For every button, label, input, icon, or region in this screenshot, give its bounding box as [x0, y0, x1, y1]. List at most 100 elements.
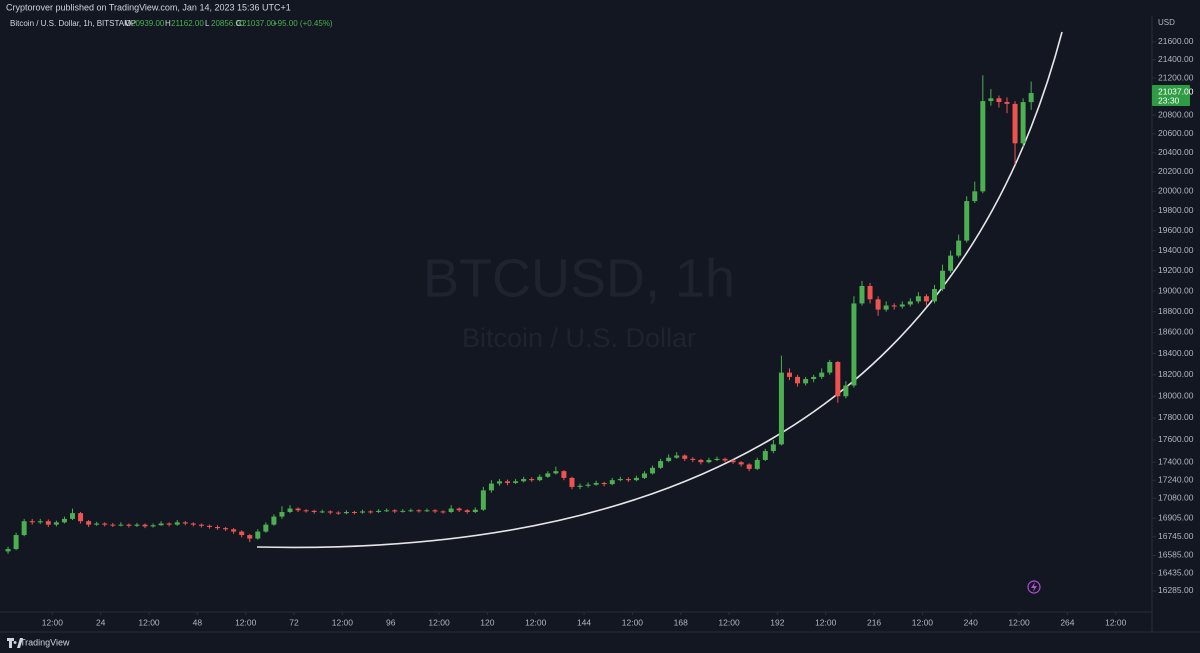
symbol-label: Bitcoin / U.S. Dollar, 1h, BITSTAMP	[10, 19, 136, 28]
ohlc-key: O	[125, 19, 131, 28]
ohlc-key: L	[205, 19, 210, 28]
candle-body	[907, 301, 913, 305]
x-tick-label: 12:00	[815, 617, 837, 627]
candle-body	[996, 98, 1002, 103]
candle-body	[376, 510, 382, 513]
y-tick-label: 16585.00	[1158, 550, 1194, 560]
candle-body	[29, 521, 35, 523]
watermark-name: Bitcoin / U.S. Dollar	[462, 323, 696, 353]
candle-body	[198, 524, 204, 526]
published-note: Cryptorover published on TradingView.com…	[6, 2, 291, 12]
candle-body	[223, 528, 229, 530]
x-tick-label: 144	[577, 617, 591, 627]
candle-body	[658, 461, 664, 468]
x-tick-label: 12:00	[1105, 617, 1127, 627]
candle-body	[21, 521, 27, 536]
candle-body	[78, 513, 84, 522]
candle-body	[891, 305, 897, 307]
candle-body	[255, 531, 261, 539]
candle-body	[416, 510, 422, 512]
x-tick-label: 240	[964, 617, 978, 627]
candle-body	[271, 516, 277, 525]
candle-body	[13, 535, 19, 550]
x-tick-label: 168	[674, 617, 688, 627]
y-tick-label: 17400.00	[1158, 456, 1194, 466]
candle-body	[690, 458, 696, 460]
y-tick-label: 16905.00	[1158, 513, 1194, 523]
candle-body	[923, 296, 929, 302]
candle-body	[964, 201, 970, 241]
candle-body	[182, 522, 188, 524]
brand-name: TradingView	[20, 637, 70, 647]
x-tick-label: 72	[289, 617, 299, 627]
candle-body	[343, 512, 349, 514]
y-tick-label: 20200.00	[1158, 166, 1194, 176]
candle-body	[472, 509, 478, 513]
candle-body	[61, 518, 67, 523]
x-tick-label: 216	[867, 617, 881, 627]
candle-body	[174, 522, 180, 525]
last-price-label: 21037.00	[1158, 86, 1194, 96]
candle-body	[641, 473, 647, 478]
candle-body	[432, 510, 438, 512]
candle-body	[738, 462, 744, 465]
event-icon[interactable]	[1027, 580, 1041, 594]
candle-body	[625, 479, 631, 481]
candle-body	[134, 524, 140, 526]
candle-body	[972, 191, 978, 202]
candle-body	[351, 512, 357, 514]
x-tick-label: 12:00	[718, 617, 740, 627]
candle-body	[400, 510, 406, 512]
candle-body	[617, 479, 623, 481]
x-tick-label: 12:00	[1008, 617, 1030, 627]
candle-body	[45, 521, 51, 525]
y-tick-label: 18800.00	[1158, 306, 1194, 316]
candle-body	[593, 482, 599, 485]
ohlc-value: 20856.00	[211, 19, 245, 28]
candle-body	[730, 460, 736, 463]
y-tick-label: 19600.00	[1158, 225, 1194, 235]
candle-body	[505, 481, 511, 483]
candle-body	[166, 523, 172, 525]
candle-body	[553, 471, 559, 474]
candle-body	[714, 458, 720, 460]
candle-body	[827, 361, 833, 373]
candle-body	[770, 444, 776, 452]
candle-body	[142, 524, 148, 527]
ohlc-key: H	[165, 19, 171, 28]
y-tick-label: 20000.00	[1158, 186, 1194, 196]
y-tick-label: 21400.00	[1158, 54, 1194, 64]
candle-body	[666, 457, 672, 462]
y-tick-label: 20800.00	[1158, 109, 1194, 119]
candles	[5, 75, 1034, 554]
y-tick-label: 18200.00	[1158, 369, 1194, 379]
candle-body	[545, 473, 551, 477]
y-tick-label: 17240.00	[1158, 474, 1194, 484]
candle-body	[762, 451, 768, 460]
candle-body	[279, 512, 285, 517]
y-tick-label: 20400.00	[1158, 147, 1194, 157]
candle-body	[126, 524, 132, 526]
y-tick-label: 19200.00	[1158, 265, 1194, 275]
candle-body	[215, 526, 221, 529]
y-tick-label: 18600.00	[1158, 327, 1194, 337]
candle-body	[5, 549, 11, 552]
candle-body	[319, 511, 325, 513]
candle-body	[674, 455, 680, 458]
candle-body	[424, 510, 430, 512]
candle-body	[150, 525, 156, 527]
last-price-tag	[1152, 85, 1190, 107]
candle-body	[239, 531, 245, 536]
candle-body	[778, 372, 784, 445]
candle-body	[102, 523, 108, 525]
candle-body	[811, 376, 817, 380]
candle-body	[440, 511, 446, 513]
countdown: 23:30	[1158, 95, 1180, 105]
candle-body	[206, 525, 212, 527]
candle-body	[682, 455, 688, 459]
candle-body	[1028, 93, 1034, 103]
candle-body	[1012, 103, 1018, 144]
x-tick-label: 120	[480, 617, 494, 627]
x-tick-label: 12:00	[235, 617, 257, 627]
